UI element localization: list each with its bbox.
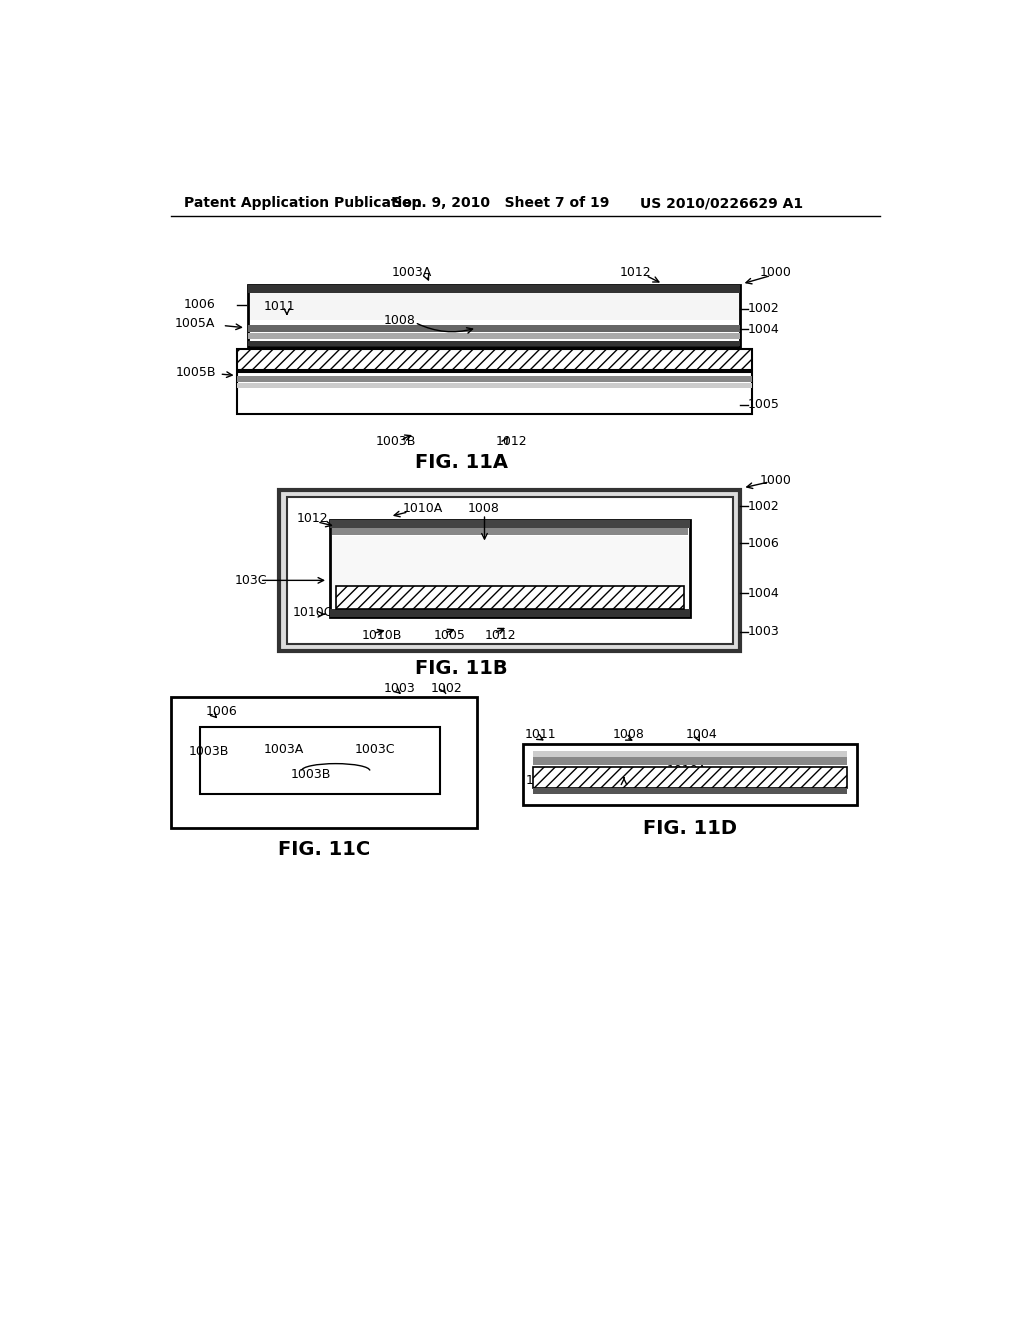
Text: 1005B: 1005B	[176, 366, 216, 379]
Bar	[287, 498, 732, 644]
Text: 1004: 1004	[748, 323, 779, 335]
Text: 1010B: 1010B	[362, 630, 402, 643]
Text: 1012: 1012	[621, 265, 651, 279]
Bar	[237, 348, 752, 370]
Text: 1010C: 1010C	[525, 774, 566, 787]
Text: 1006: 1006	[206, 705, 238, 718]
Text: 1005: 1005	[748, 399, 780, 412]
Text: 1003B: 1003B	[376, 436, 417, 449]
Text: 1003C: 1003C	[354, 743, 395, 756]
Bar	[280, 490, 740, 651]
Bar	[330, 520, 690, 616]
Text: 1008: 1008	[384, 314, 416, 326]
Bar	[250, 293, 738, 321]
Text: 1011: 1011	[263, 300, 295, 313]
Text: US 2010/0226629 A1: US 2010/0226629 A1	[640, 197, 803, 210]
Text: 1003B: 1003B	[291, 768, 331, 781]
Bar	[237, 383, 752, 388]
Text: FIG. 11B: FIG. 11B	[415, 659, 508, 677]
Text: 1003A: 1003A	[391, 265, 432, 279]
Text: 1002: 1002	[748, 500, 779, 513]
Text: 1003: 1003	[748, 626, 779, 639]
Text: 1005A: 1005A	[174, 317, 215, 330]
Text: 1002: 1002	[430, 681, 462, 694]
Text: 1006: 1006	[183, 298, 215, 312]
Bar	[336, 586, 684, 609]
Bar	[532, 767, 847, 788]
Text: FIG. 11D: FIG. 11D	[643, 818, 737, 838]
Bar	[332, 528, 687, 535]
Bar	[532, 758, 847, 766]
Text: 1006: 1006	[748, 537, 779, 550]
Text: 1002: 1002	[748, 302, 779, 315]
Bar	[332, 609, 687, 615]
Bar	[171, 697, 477, 829]
Text: 1000: 1000	[760, 474, 792, 487]
Bar	[248, 285, 740, 293]
Bar	[330, 609, 690, 616]
Bar	[523, 743, 856, 805]
Text: 1003A: 1003A	[263, 743, 304, 756]
Text: 1011: 1011	[524, 727, 556, 741]
Bar	[332, 536, 687, 590]
Bar	[248, 341, 740, 346]
Bar	[330, 520, 690, 528]
Bar	[237, 372, 752, 414]
Text: 1012: 1012	[484, 630, 516, 643]
Bar	[248, 285, 740, 347]
Text: 1000: 1000	[760, 265, 792, 279]
Text: FIG. 11C: FIG. 11C	[278, 841, 371, 859]
Text: 1012: 1012	[496, 436, 527, 449]
Text: 1010C: 1010C	[717, 774, 758, 787]
Text: 1004: 1004	[748, 587, 779, 601]
Bar	[532, 751, 847, 758]
Text: 103C: 103C	[234, 574, 267, 587]
Text: 1008: 1008	[612, 727, 644, 741]
Bar	[200, 726, 439, 793]
Text: 1010B: 1010B	[599, 776, 640, 788]
Text: 1004: 1004	[686, 727, 718, 741]
Text: 1005: 1005	[434, 630, 466, 643]
Text: Patent Application Publication: Patent Application Publication	[183, 197, 422, 210]
Text: 1008: 1008	[467, 502, 500, 515]
Text: 1010A: 1010A	[403, 502, 443, 515]
Bar	[248, 333, 740, 339]
Text: 1012: 1012	[297, 512, 329, 525]
Text: FIG. 11A: FIG. 11A	[415, 453, 508, 473]
Text: Sep. 9, 2010   Sheet 7 of 19: Sep. 9, 2010 Sheet 7 of 19	[391, 197, 609, 210]
Text: 1003: 1003	[384, 681, 416, 694]
Text: 1010C: 1010C	[293, 606, 334, 619]
Bar	[237, 376, 752, 381]
Text: 1003B: 1003B	[188, 744, 228, 758]
Text: 1010A: 1010A	[667, 764, 707, 777]
Bar	[532, 788, 847, 795]
Bar	[248, 326, 740, 331]
